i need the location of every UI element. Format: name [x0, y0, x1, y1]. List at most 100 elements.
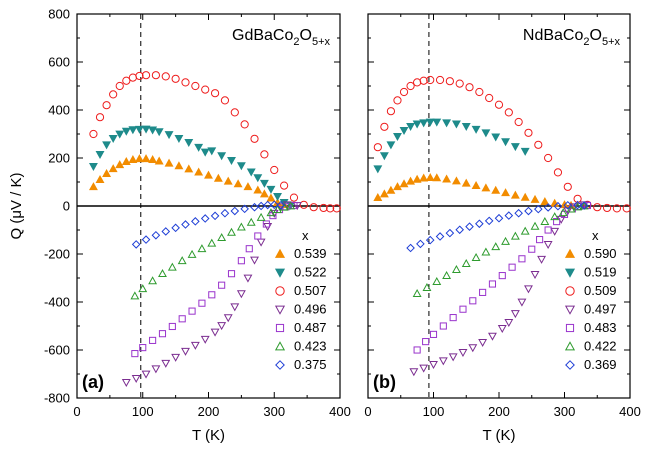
data-point: [141, 235, 151, 244]
data-point: [432, 276, 442, 285]
data-point: [269, 200, 279, 210]
data-point: [553, 201, 563, 211]
data-point: [491, 242, 501, 251]
data-point: [593, 203, 602, 212]
data-point: [168, 322, 176, 331]
data-point: [491, 185, 501, 194]
series-0.497: [409, 201, 589, 377]
data-point: [469, 297, 477, 305]
data-point: [471, 252, 481, 261]
data-point: [151, 365, 161, 374]
data-point: [435, 75, 445, 85]
data-point: [393, 182, 402, 191]
legend-marker: [565, 360, 575, 370]
data-point: [445, 77, 454, 86]
data-point: [227, 157, 236, 166]
y-tick-label: -200: [44, 247, 70, 262]
data-point: [188, 307, 196, 315]
data-point: [439, 322, 447, 330]
data-point: [128, 155, 138, 164]
data-point: [528, 245, 536, 253]
data-point: [256, 238, 266, 247]
data-point: [210, 211, 220, 221]
data-point: [227, 270, 236, 278]
data-point: [319, 203, 328, 213]
data-point: [230, 108, 239, 117]
data-point: [161, 72, 170, 81]
data-point: [135, 125, 144, 134]
data-point: [95, 151, 105, 160]
legend-label: 0.423: [294, 339, 327, 354]
data-point: [602, 203, 612, 213]
legend-marker: [564, 341, 576, 351]
data-point: [485, 93, 494, 103]
data-point: [448, 353, 458, 362]
data-point: [141, 71, 151, 80]
data-point: [151, 71, 160, 80]
data-point: [488, 280, 497, 288]
data-point: [197, 244, 207, 253]
data-point: [207, 147, 217, 156]
data-point: [223, 314, 233, 323]
data-point: [520, 192, 530, 201]
data-point: [102, 141, 112, 150]
data-point: [102, 101, 111, 110]
x-tick-label: 400: [329, 404, 351, 419]
data-point: [217, 322, 227, 331]
data-point: [504, 108, 513, 117]
data-point: [246, 217, 256, 226]
data-point: [520, 226, 530, 235]
data-point: [497, 325, 507, 334]
legend-marker: [565, 323, 575, 333]
data-point: [138, 284, 148, 293]
data-point: [373, 192, 383, 201]
data-point: [233, 179, 243, 188]
data-point: [260, 150, 269, 159]
data-point: [553, 218, 561, 226]
data-point: [534, 140, 543, 149]
legend-label: 0.590: [584, 246, 617, 261]
data-point: [471, 125, 481, 134]
data-point: [273, 204, 282, 213]
compound-title: GdBaCo2O5+x: [232, 27, 330, 48]
data-point: [289, 193, 299, 202]
data-point: [161, 227, 171, 236]
data-point: [517, 298, 527, 307]
data-point: [240, 120, 249, 129]
data-point: [236, 162, 246, 171]
x-tick-label: 100: [423, 404, 445, 419]
legend-marker: [564, 268, 576, 278]
data-point: [128, 126, 138, 135]
data-point: [449, 314, 457, 322]
data-point: [442, 119, 452, 128]
data-point: [540, 216, 550, 225]
data-point: [208, 291, 216, 299]
series-0.522: [88, 125, 296, 210]
data-point: [468, 344, 478, 353]
data-point: [200, 148, 210, 157]
legend-marker: [274, 268, 286, 278]
data-point: [536, 236, 544, 244]
data-point: [201, 85, 210, 94]
x-tick-label: 100: [132, 404, 154, 419]
panel-label: (b): [373, 372, 396, 392]
data-point: [465, 83, 474, 92]
data-point: [141, 154, 151, 163]
data-point: [471, 180, 481, 189]
data-point: [461, 122, 471, 131]
data-point: [461, 258, 471, 267]
data-point: [416, 239, 425, 249]
data-point: [494, 100, 504, 109]
compound-text: O: [300, 27, 312, 44]
legend-marker: [274, 248, 286, 258]
data-point: [115, 81, 124, 91]
data-point: [128, 73, 137, 82]
compound-subscript: 5+x: [312, 36, 331, 48]
data-point: [266, 193, 276, 202]
data-point: [419, 119, 429, 128]
series-0.507: [89, 71, 341, 213]
data-point: [455, 225, 465, 235]
data-point: [253, 174, 263, 183]
data-point: [220, 208, 230, 218]
data-point: [122, 76, 131, 85]
